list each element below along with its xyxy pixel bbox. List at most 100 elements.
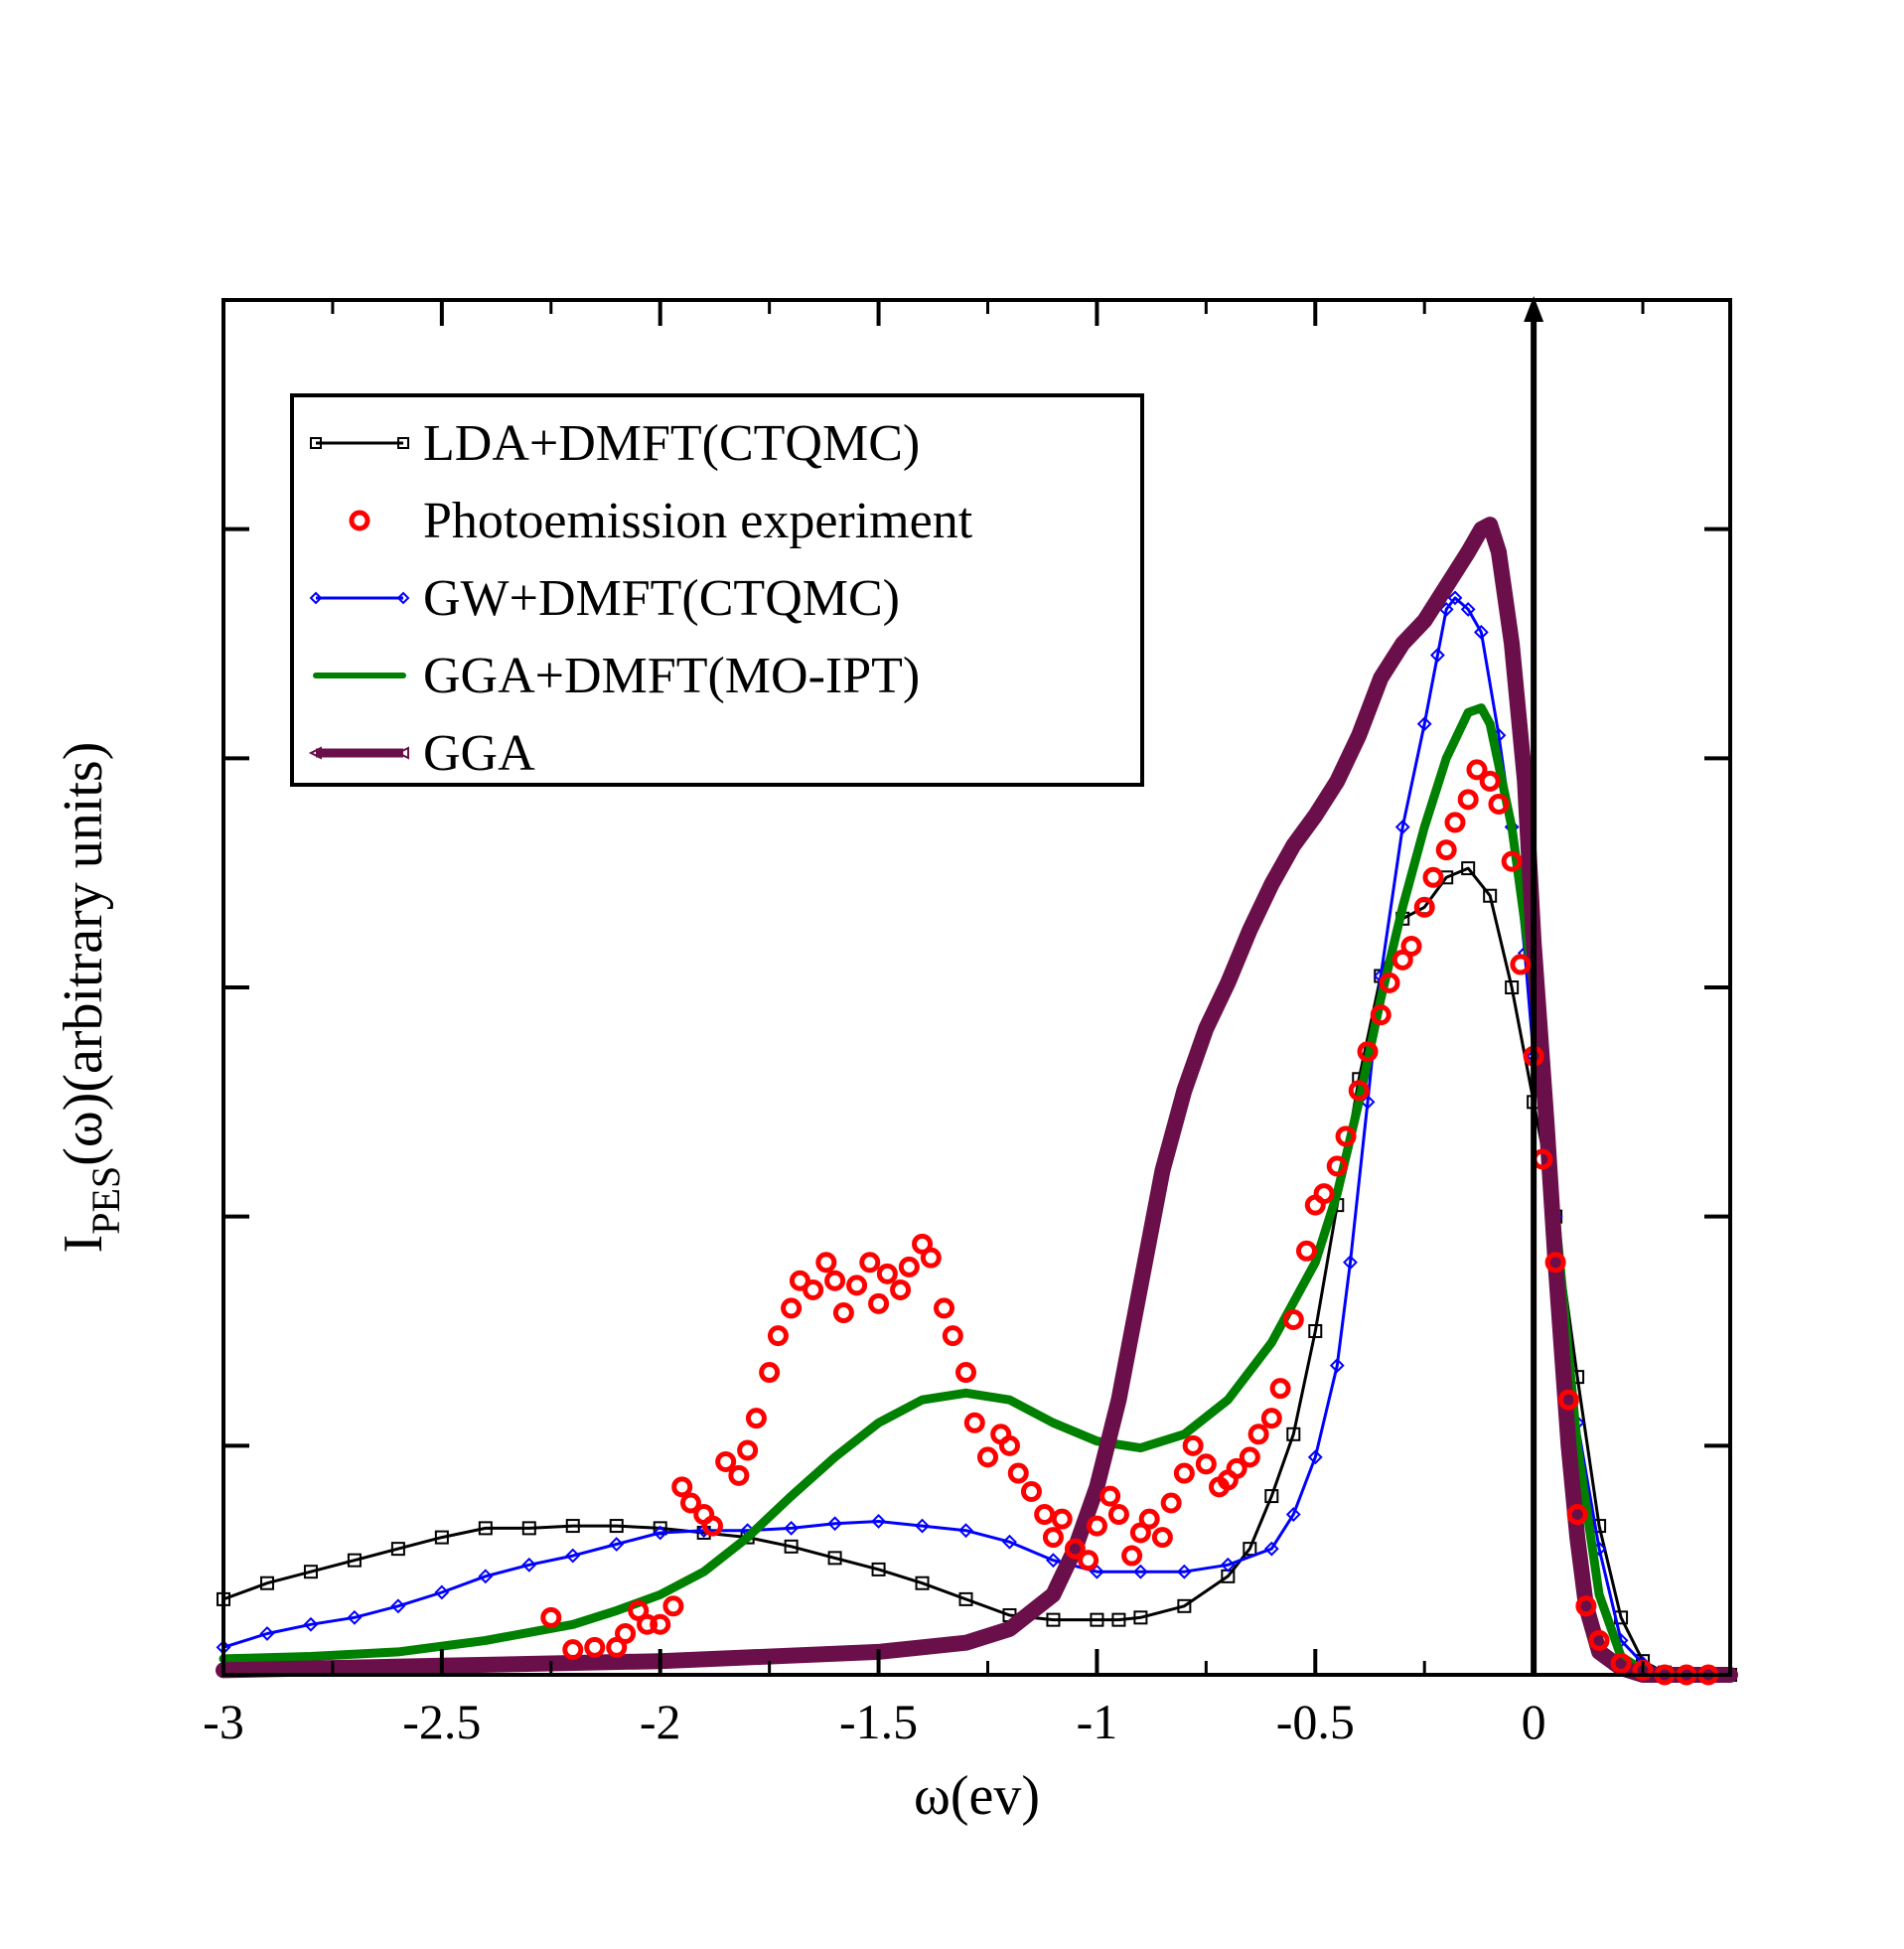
data-point [715,1450,737,1472]
data-point [1090,1564,1104,1579]
data-point [1505,980,1520,994]
x-tick-label: -0.5 [1276,1694,1355,1749]
data-point [1042,1527,1064,1549]
data-point [1264,1489,1279,1504]
data-point [1282,1308,1304,1330]
data-point [958,1591,973,1606]
data-point [728,1464,750,1486]
data-point [1394,820,1410,834]
legend-label: GGA+DMFT(MO-IPT) [423,648,920,704]
data-point [1107,1504,1129,1526]
data-point [1177,1598,1192,1613]
data-point [615,1622,637,1644]
data-point [1435,839,1457,861]
data-point [737,1439,759,1461]
data-point [1391,949,1413,971]
data-point [434,1530,449,1545]
data-point [1007,1462,1029,1484]
data-point [671,1476,693,1498]
data-point [1173,1462,1195,1484]
data-point [1544,1252,1566,1274]
plot-layer [216,517,1738,1686]
data-point [1479,770,1501,792]
data-point [390,1598,406,1614]
legend-item: LDA+DMFT(CTQMC) [310,415,920,472]
data-point [1501,850,1523,872]
data-point [1416,716,1432,732]
legend-marker [313,673,319,678]
axes-layer: -3 -2.5 -2 -1.5 -1 -0.5 0 ω(ev) IPES(ω)(arbitrar… [53,296,1732,1827]
data-point [1566,1504,1588,1526]
data-point [1326,1155,1348,1177]
data-point [868,1292,890,1314]
data-point [745,1408,767,1429]
y-axis-title-rest: (ω)(arbitrary units) [53,742,114,1166]
data-point [781,1297,803,1319]
data-point [1220,1557,1236,1573]
data-point [565,1548,581,1564]
legend-marker [400,673,406,678]
data-point [827,1516,843,1532]
data-point [1247,1424,1269,1445]
data-point [871,1562,886,1576]
data-point [1588,1629,1610,1651]
data-point [637,1613,659,1635]
data-point [1034,1504,1056,1526]
data-point [784,1539,799,1554]
legend-label: Photoemission experiment [423,493,973,549]
data-point [871,1514,886,1529]
data-point [1195,1453,1217,1475]
data-point [958,1523,973,1539]
series-line [216,517,1738,1683]
data-point [1313,1183,1335,1205]
data-point [920,1247,942,1269]
data-point [478,1569,494,1584]
data-point [521,1521,536,1536]
data-point [1285,1507,1301,1522]
data-point [701,1515,723,1537]
data-point [976,1446,998,1468]
data-point [1182,1434,1204,1456]
data-point [1348,1080,1370,1102]
data-point [1176,1564,1192,1579]
data-point [963,1412,985,1433]
x-tick-label: -2 [640,1694,681,1749]
data-point [1263,1541,1279,1557]
data-point [565,1519,580,1534]
data-point [1099,1485,1121,1507]
data-point [898,1256,920,1277]
legend-marker [308,746,322,760]
legend-marker [397,437,409,449]
data-point [1307,1449,1323,1465]
data-point [1575,1595,1597,1617]
data-point [540,1606,562,1628]
data-point [1260,1408,1282,1429]
data-point [628,1599,650,1621]
legend-marker [309,591,323,605]
data-point [1243,1542,1257,1557]
legend-item: GW+DMFT(CTQMC) [309,570,900,627]
data-point [767,1325,789,1347]
data-point [303,1616,319,1632]
data-point [609,1537,625,1552]
data-point [1308,1324,1323,1338]
data-point [759,1362,781,1384]
data-point [1473,625,1489,640]
x-axis-title: ω(ev) [914,1765,1040,1827]
data-point [915,1575,930,1590]
data-point [653,1525,668,1541]
data-point [890,1278,912,1300]
data-point [832,1302,854,1324]
data-point [1466,759,1488,781]
data-point [1488,793,1510,815]
data-point [1422,866,1444,888]
data-point [1090,1612,1104,1627]
data-point [846,1274,868,1296]
data-point [912,1233,934,1255]
data-point [606,1636,628,1658]
y-axis-title-main: I [53,1235,114,1254]
legend-marker [396,591,410,605]
legend-box [290,393,1144,787]
data-point [1226,1457,1247,1479]
